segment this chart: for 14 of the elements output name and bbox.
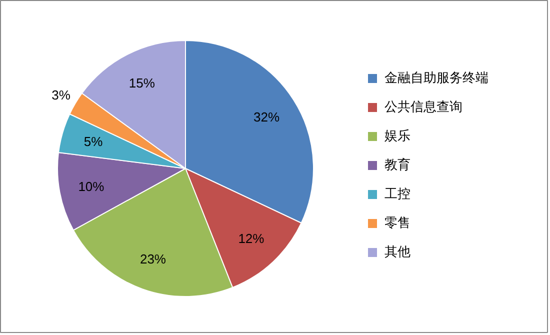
data-label: 32% — [254, 110, 280, 125]
legend-label: 其他 — [384, 245, 410, 260]
data-label: 15% — [128, 75, 156, 90]
data-label: 23% — [140, 251, 166, 266]
data-label: 12% — [238, 230, 265, 246]
data-label: 3% — [52, 87, 71, 102]
legend-label: 公共信息查询 — [384, 100, 462, 115]
legend-label: 工控 — [384, 187, 410, 202]
data-label: 5% — [84, 134, 104, 150]
data-label: 10% — [78, 178, 105, 194]
legend-label: 金融自助服务终端 — [384, 71, 488, 86]
legend-label: 娱乐 — [384, 129, 410, 144]
legend-label: 教育 — [384, 157, 410, 173]
legend-label: 零售 — [384, 216, 410, 231]
